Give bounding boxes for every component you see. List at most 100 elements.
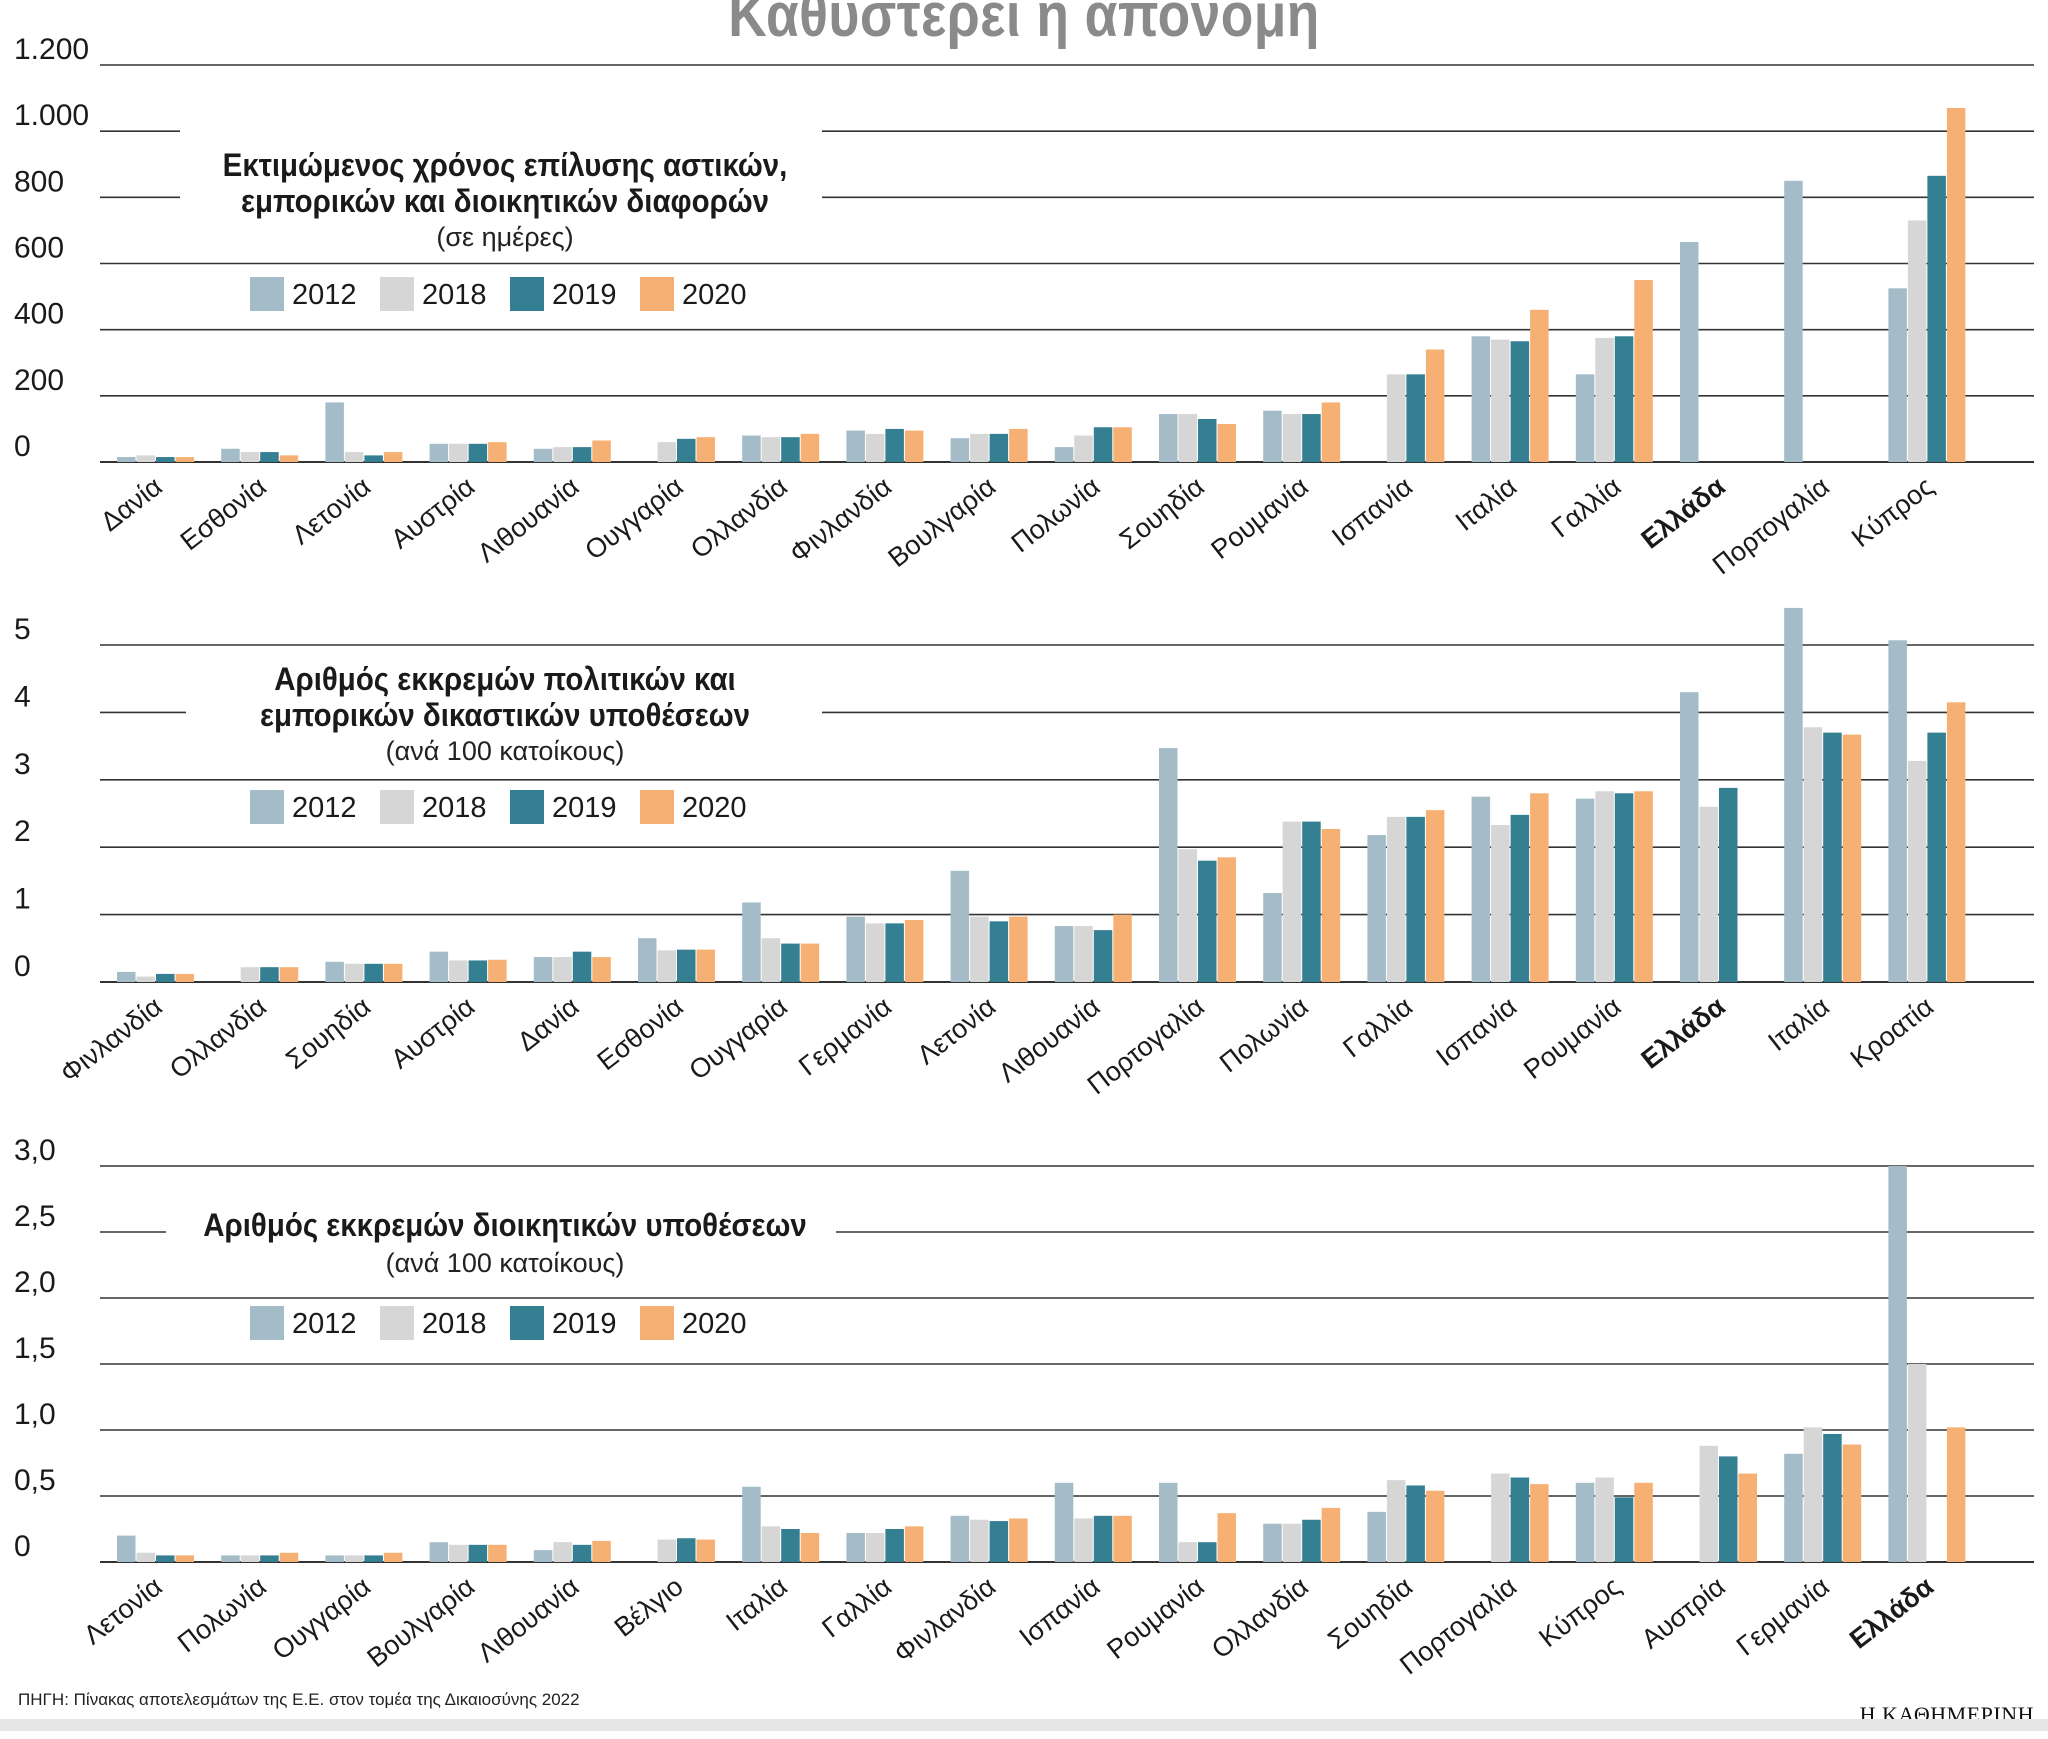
- bar-2012: [1784, 1453, 1803, 1562]
- bar-2020: [800, 1532, 820, 1562]
- chart-3: 0 0,5 1,0 1,5 2,0 2,5 3,0 Λετονία ΠολωνίαΟυγγαρί…: [14, 1134, 2034, 1680]
- bar-2012: [325, 402, 344, 462]
- legend-swatch-2018: [380, 277, 414, 311]
- bar-2019: [1614, 1497, 1634, 1562]
- legend-label-2012: 2012: [292, 1308, 357, 1340]
- bar-2019: [1093, 930, 1113, 982]
- bar-2019: [1302, 821, 1321, 982]
- bar-2019: [885, 1529, 904, 1562]
- bar-2018: [1282, 1523, 1302, 1562]
- bar-2018: [970, 1519, 989, 1562]
- category-label: Ολλανδία: [164, 991, 272, 1084]
- y-tick-label: 4: [14, 680, 31, 713]
- bar-2020: [1113, 427, 1132, 462]
- bar-2018: [1386, 374, 1406, 462]
- category-label: Αυστρία: [385, 991, 480, 1074]
- bar-2019: [1614, 336, 1634, 462]
- bar-2012: [117, 1535, 136, 1562]
- bar-2020: [696, 949, 715, 982]
- bar-2018: [657, 950, 676, 982]
- category-label: Σουηδία: [1114, 471, 1210, 555]
- y-tick-label: 1: [14, 883, 31, 916]
- chart-title-line: Εκτιμώμενος χρόνος επίλυσης αστικών,: [223, 147, 788, 183]
- bar-2019: [364, 455, 383, 462]
- bar-2018: [449, 1544, 468, 1562]
- bar-2012: [1680, 692, 1699, 982]
- bar-2019: [677, 949, 696, 982]
- bar-2019: [1823, 732, 1842, 982]
- y-tick-label: 400: [14, 298, 64, 331]
- bar-2020: [383, 1552, 403, 1562]
- bar-2018: [657, 1539, 676, 1562]
- category-label: Ιταλία: [1450, 471, 1522, 537]
- bar-2018: [865, 1532, 885, 1562]
- bar-2019: [781, 437, 800, 462]
- bar-2020: [1217, 423, 1236, 462]
- bar-2012: [846, 1532, 865, 1562]
- category-label: Γαλλία: [1546, 471, 1627, 543]
- bar-2012: [221, 448, 240, 462]
- category-label: Πορτογαλία: [1707, 471, 1835, 580]
- category-label: Ουγγαρία: [267, 1571, 376, 1666]
- bar-2012: [1367, 835, 1386, 982]
- category-label: Δανία: [512, 991, 585, 1057]
- bar-2020: [1321, 1507, 1341, 1562]
- bar-2019: [260, 967, 279, 982]
- y-tick-label: 1.000: [14, 99, 89, 132]
- bar-2018: [136, 1552, 155, 1562]
- legend-label-2020: 2020: [682, 792, 747, 824]
- bar-2018: [970, 916, 989, 982]
- bar-2019: [1614, 793, 1634, 982]
- bar-2020: [1530, 309, 1549, 462]
- bar-2018: [1699, 1445, 1718, 1562]
- bar-2019: [468, 1544, 488, 1562]
- category-label: Ισπανία: [1326, 471, 1418, 552]
- bar-2012: [1680, 241, 1699, 462]
- bar-2012: [533, 448, 553, 462]
- bar-2019: [989, 1521, 1009, 1562]
- category-label: Φινλανδία: [784, 471, 897, 568]
- main-title: Καθυστερεί η απονομή: [728, 0, 1320, 50]
- chart-1: 0 200 400 600 800 1.000 1.200 Δανία Εσθονία Λετον…: [14, 33, 2034, 580]
- bar-2020: [1217, 857, 1236, 982]
- bar-2020: [1009, 1518, 1028, 1562]
- category-label: Κροατία: [1845, 991, 1939, 1074]
- chart-title-line: Αριθμός εκκρεμών πολιτικών και: [274, 661, 735, 697]
- bar-2018: [240, 452, 260, 462]
- bar-2019: [572, 1544, 592, 1562]
- chart-title-line: εμπορικών και διοικητικών διαφορών: [241, 183, 769, 219]
- bar-2019: [1510, 341, 1530, 462]
- bar-2019: [885, 428, 904, 462]
- y-tick-label: 1,0: [14, 1398, 56, 1431]
- bar-2018: [449, 960, 468, 982]
- bar-2019: [1927, 732, 1946, 982]
- legend-swatch-2020: [640, 277, 674, 311]
- bar-2019: [677, 1538, 696, 1562]
- y-tick-label: 2,5: [14, 1200, 56, 1233]
- bar-2018: [136, 976, 155, 982]
- bar-2019: [781, 943, 800, 982]
- category-label: Βουλγαρία: [882, 471, 1001, 573]
- bar-2012: [638, 938, 657, 982]
- bar-2012: [117, 457, 136, 462]
- bar-2018: [657, 442, 676, 462]
- bar-2012: [1263, 893, 1282, 982]
- y-tick-label: 600: [14, 232, 64, 265]
- bar-2018: [1491, 1473, 1510, 1562]
- chart-title-line: εμπορικών δικαστικών υποθέσεων: [260, 697, 750, 733]
- bar-2019: [260, 1555, 279, 1562]
- bar-2012: [533, 1550, 553, 1562]
- bar-2012: [950, 438, 970, 462]
- category-label: Ιταλία: [1762, 991, 1834, 1057]
- bar-2018: [761, 437, 781, 462]
- bar-2012: [1263, 410, 1282, 462]
- legend-swatch-2012: [250, 790, 284, 824]
- bar-2020: [696, 437, 715, 462]
- bar-2012: [1784, 607, 1803, 982]
- y-tick-label: 3,0: [14, 1134, 56, 1167]
- category-label: Ελλάδα: [1636, 991, 1731, 1075]
- bar-2018: [1907, 220, 1927, 462]
- source-note: ΠΗΓΗ: Πίνακας αποτελεσμάτων της Ε.Ε. στο…: [18, 1690, 580, 1709]
- legend-swatch-2012: [250, 277, 284, 311]
- bar-2019: [1927, 175, 1946, 462]
